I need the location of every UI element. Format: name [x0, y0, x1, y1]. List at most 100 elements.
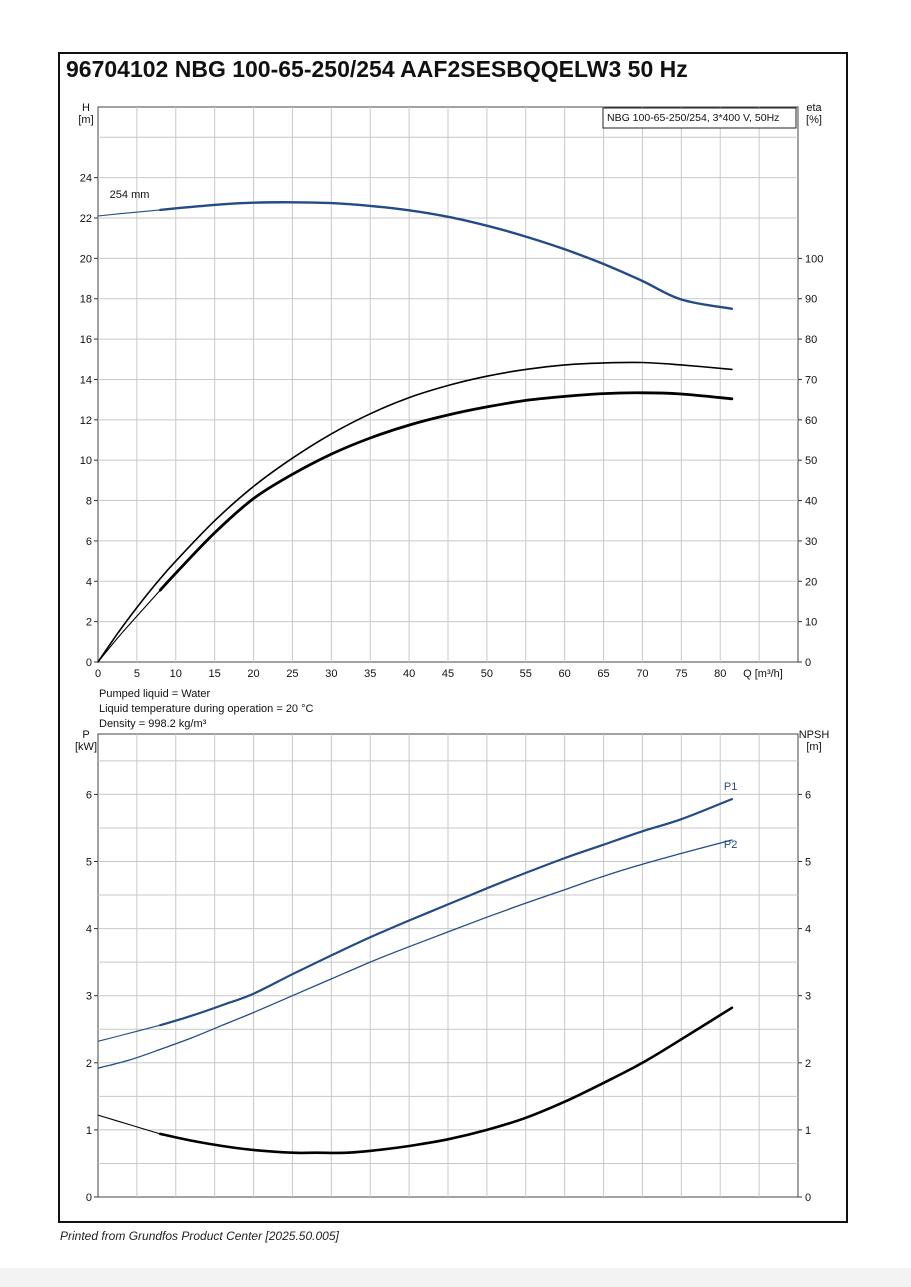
- series-curve-2: [97, 1006, 734, 1155]
- right-axis-tick-label: 80: [805, 334, 817, 346]
- x-axis-tick-label: 15: [209, 668, 221, 680]
- left-axis-unit: [kW]: [75, 741, 97, 753]
- series-line: [97, 361, 733, 663]
- x-axis-tick-label: 30: [325, 668, 337, 680]
- right-axis-unit: [%]: [806, 114, 822, 126]
- right-axis-tick-label: 90: [805, 294, 817, 306]
- left-axis-label: P: [82, 729, 89, 741]
- footer-note: Printed from Grundfos Product Center [20…: [60, 1229, 339, 1243]
- info-pumped-liquid: Pumped liquid = Water: [99, 688, 211, 700]
- x-axis: 0 5 10 15 20 25 30 35 40 45 50 55 60 65 70 75 80 Q [m³/h]: [95, 668, 783, 680]
- info-density: Density = 998.2 kg/m³: [99, 718, 207, 730]
- x-axis-tick-label: 5: [134, 668, 140, 680]
- series-lead-in-line: [97, 209, 161, 217]
- legend-box-text: NBG 100-65-250/254, 3*400 V, 50Hz: [607, 112, 779, 124]
- left-axis-label: H: [82, 102, 90, 114]
- x-axis-tick-label: 55: [520, 668, 532, 680]
- series-lead-in-line: [97, 589, 161, 663]
- x-axis-tick-label: 40: [403, 668, 415, 680]
- right-axis-tick-label: 0: [805, 657, 811, 669]
- series-line: [159, 798, 733, 1027]
- right-axis-tick-label: 2: [805, 1058, 811, 1070]
- series-line: [158, 1006, 734, 1155]
- left-axis-tick-label: 18: [80, 294, 92, 306]
- horizontal-gridlines: [98, 760, 798, 1164]
- right-axis-tick-label: 1: [805, 1125, 811, 1137]
- left-axis-tick-label: 0: [86, 1192, 92, 1204]
- right-axis-tick-label: 10: [805, 617, 817, 629]
- x-axis-label: Q [m³/h]: [743, 668, 783, 680]
- vertical-gridlines: [136, 107, 760, 662]
- left-axis: 0 1 2 3 4 5 6 P[kW]: [75, 729, 98, 1204]
- vertical-gridlines: [136, 734, 760, 1197]
- right-axis-label: NPSH: [799, 729, 830, 741]
- left-axis-tick-label: 16: [80, 334, 92, 346]
- left-axis-tick-label: 4: [86, 576, 92, 588]
- series-p2: P2: [97, 839, 737, 1069]
- x-axis-tick-label: 35: [364, 668, 376, 680]
- left-axis-tick-label: 10: [80, 455, 92, 467]
- info-liquid-temperature: Liquid temperature during operation = 20…: [99, 703, 314, 715]
- right-axis-tick-label: 50: [805, 455, 817, 467]
- right-axis-tick-label: 5: [805, 856, 811, 868]
- series-p1: P1: [97, 781, 737, 1042]
- right-axis-tick-label: 20: [805, 576, 817, 588]
- right-axis: 0 1 2 3 4 5 6 NPSH[m]: [798, 729, 829, 1204]
- x-axis-tick-label: 80: [714, 668, 726, 680]
- x-axis-tick-label: 20: [247, 668, 259, 680]
- left-axis-tick-label: 1: [86, 1125, 92, 1137]
- left-axis-tick-label: 2: [86, 1058, 92, 1070]
- left-axis-tick-label: 4: [86, 924, 92, 936]
- series-curve-1: [97, 361, 733, 663]
- legend-box: [602, 107, 797, 129]
- page-frame: [58, 52, 848, 1223]
- right-axis: 0 10 20 30 40 50 60 70 80 90 100 eta[%]: [798, 102, 823, 669]
- series-line: [159, 201, 734, 310]
- power-npsh-chart: 0 1 2 3 4 5 6 P[kW] 0 1 2 3 4 5 6 NPSH[m] P1 P2: [75, 729, 829, 1204]
- x-axis-tick-label: 60: [559, 668, 571, 680]
- page-title: 96704102 NBG 100-65-250/254 AAF2SESBQQEL…: [66, 56, 688, 82]
- series-line: [158, 391, 734, 592]
- left-axis-tick-label: 3: [86, 991, 92, 1003]
- right-axis-tick-label: 60: [805, 415, 817, 427]
- left-axis-tick-label: 5: [86, 856, 92, 868]
- right-axis-tick-label: 70: [805, 374, 817, 386]
- right-axis-tick-label: 30: [805, 536, 817, 548]
- right-axis-tick-label: 4: [805, 924, 811, 936]
- right-axis-unit: [m]: [806, 741, 821, 753]
- right-axis-tick-label: 100: [805, 253, 823, 265]
- left-axis-tick-label: 8: [86, 496, 92, 508]
- left-axis-tick-label: 14: [80, 374, 92, 386]
- left-axis-tick-label: 24: [80, 173, 92, 185]
- series-curve-2: [97, 391, 734, 663]
- right-axis-tick-label: 40: [805, 496, 817, 508]
- x-axis-tick-label: 0: [95, 668, 101, 680]
- series-lead-in-line: [97, 1024, 161, 1042]
- right-axis-tick-label: 0: [805, 1192, 811, 1204]
- right-axis-tick-label: 6: [805, 789, 811, 801]
- right-axis-label: eta: [806, 102, 822, 114]
- right-axis-tick-label: 3: [805, 991, 811, 1003]
- series-label: 254 mm: [110, 189, 150, 201]
- left-axis-tick-label: 12: [80, 415, 92, 427]
- left-axis-unit: [m]: [78, 114, 93, 126]
- left-axis-tick-label: 6: [86, 536, 92, 548]
- left-axis-tick-label: 6: [86, 789, 92, 801]
- left-axis-tick-label: 22: [80, 213, 92, 225]
- x-axis-tick-label: 25: [286, 668, 298, 680]
- left-axis-tick-label: 2: [86, 617, 92, 629]
- series-lead-in-line: [97, 1114, 161, 1135]
- horizontal-gridlines: [98, 136, 798, 623]
- head-efficiency-chart: 024681012141618202224H[m]010203040506070…: [78, 102, 823, 680]
- left-axis-tick-label: 0: [86, 657, 92, 669]
- left-axis-tick-label: 20: [80, 253, 92, 265]
- x-axis-tick-label: 45: [442, 668, 454, 680]
- series-label: P1: [724, 781, 737, 793]
- x-axis-tick-label: 50: [481, 668, 493, 680]
- x-axis-tick-label: 70: [636, 668, 648, 680]
- series-label: P2: [724, 839, 737, 851]
- series-line: [97, 839, 733, 1069]
- x-axis-tick-label: 10: [170, 668, 182, 680]
